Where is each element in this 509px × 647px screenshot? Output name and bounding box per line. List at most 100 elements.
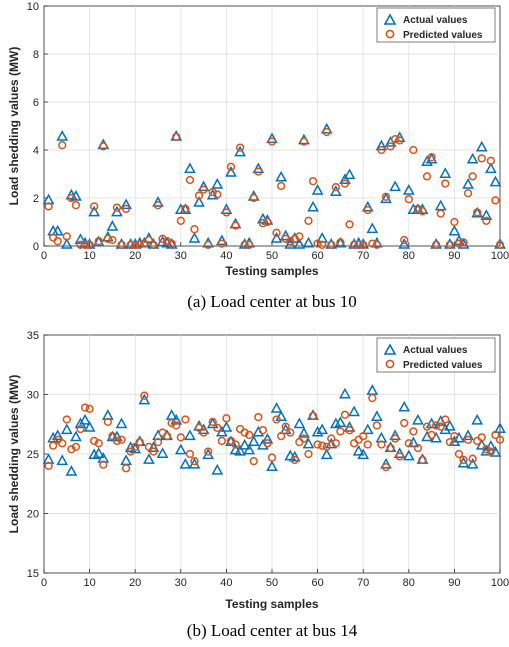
actual-point — [252, 425, 265, 437]
predicted-point — [267, 453, 277, 462]
predicted-point — [386, 142, 395, 151]
predicted-point — [181, 415, 190, 424]
actual-point — [238, 438, 251, 450]
predicted-point — [58, 141, 67, 150]
actual-point — [425, 152, 438, 164]
actual-point — [421, 430, 433, 442]
actual-point — [275, 170, 287, 182]
predicted-point — [486, 156, 496, 165]
predicted-point — [359, 432, 368, 441]
predicted-point — [322, 442, 331, 452]
actual-point — [270, 402, 283, 413]
actual-point — [92, 447, 105, 458]
actual-point — [147, 441, 160, 452]
actual-point — [56, 454, 69, 466]
predicted-point — [149, 240, 158, 249]
predicted-point — [345, 426, 354, 435]
actual-point — [60, 238, 73, 249]
actual-point — [184, 162, 196, 174]
y-tick-label: 25 — [27, 449, 39, 461]
actual-point — [348, 405, 360, 417]
actual-point — [51, 224, 64, 236]
predicted-point — [117, 435, 126, 444]
predicted-point — [340, 179, 350, 188]
predicted-point — [185, 449, 195, 459]
predicted-point — [381, 462, 391, 472]
predicted-point — [454, 239, 464, 248]
y-axis-label-b: Load shedding values (MW) — [7, 375, 21, 534]
predicted-point — [363, 205, 372, 215]
caption-b: (b) Load center at bus 14 — [187, 621, 358, 640]
actual-point — [106, 220, 119, 231]
predicted-point — [217, 239, 226, 248]
actual-point — [261, 432, 274, 444]
series-predicted-b — [44, 391, 505, 473]
predicted-point — [445, 240, 454, 249]
predicted-point — [85, 404, 94, 413]
actual-point — [421, 155, 433, 166]
x-tick-label: 0 — [41, 577, 47, 589]
predicted-point — [112, 203, 122, 212]
predicted-point — [459, 455, 468, 465]
predicted-point — [172, 132, 181, 141]
predicted-point — [327, 240, 336, 249]
predicted-point — [427, 153, 436, 162]
predicted-point — [395, 136, 404, 145]
predicted-point — [409, 145, 418, 155]
x-tick-label: 10 — [83, 577, 95, 589]
predicted-point — [359, 240, 368, 249]
legend-box-a — [376, 7, 496, 43]
predicted-point — [240, 428, 249, 437]
x-tick-label: 20 — [129, 250, 141, 262]
predicted-point — [477, 433, 486, 442]
actual-point — [361, 423, 374, 435]
predicted-point — [80, 403, 90, 412]
predicted-point — [181, 204, 190, 213]
x-tick-label: 0 — [41, 250, 47, 262]
predicted-point — [468, 172, 477, 181]
actual-point — [334, 236, 347, 248]
legend-circle-icon-b — [385, 359, 395, 369]
actual-point — [471, 206, 484, 218]
x-tick-label: 90 — [448, 250, 460, 262]
predicted-point — [226, 162, 236, 171]
predicted-point — [336, 427, 345, 436]
x-tick-label: 50 — [266, 250, 278, 262]
y-tick-label: 8 — [33, 49, 39, 61]
predicted-point — [213, 423, 222, 432]
predicted-point — [135, 240, 144, 249]
predicted-point — [400, 235, 409, 245]
actual-point — [439, 167, 452, 178]
predicted-point — [304, 449, 313, 459]
predicted-point — [290, 234, 299, 243]
predicted-point — [199, 185, 208, 194]
predicted-point — [422, 422, 432, 431]
actual-point — [111, 205, 123, 217]
predicted-point — [185, 175, 195, 185]
predicted-point — [117, 240, 126, 249]
x-tick-label: 40 — [220, 577, 232, 589]
y-tick-label: 2 — [33, 193, 39, 205]
x-tick-label: 100 — [491, 250, 509, 262]
actual-point — [143, 453, 155, 464]
actual-point — [366, 222, 379, 234]
predicted-point — [217, 436, 226, 446]
actual-point — [56, 130, 69, 141]
actual-point — [402, 184, 415, 195]
x-tick-label: 20 — [129, 577, 141, 589]
predicted-point — [162, 432, 172, 441]
x-axis-label-b: Testing samples — [225, 597, 318, 611]
y-tick-label: 10 — [27, 1, 39, 13]
actual-point — [234, 444, 246, 456]
predicted-point — [254, 167, 263, 176]
predicted-point — [263, 217, 272, 227]
predicted-point — [368, 393, 377, 403]
predicted-point — [67, 193, 76, 203]
predicted-point — [126, 447, 135, 456]
predicted-point — [482, 445, 491, 454]
actual-point — [475, 140, 488, 152]
predicted-point — [432, 240, 441, 249]
x-tick-label: 70 — [357, 250, 369, 262]
actual-point — [339, 387, 351, 399]
x-tick-label: 80 — [403, 250, 415, 262]
